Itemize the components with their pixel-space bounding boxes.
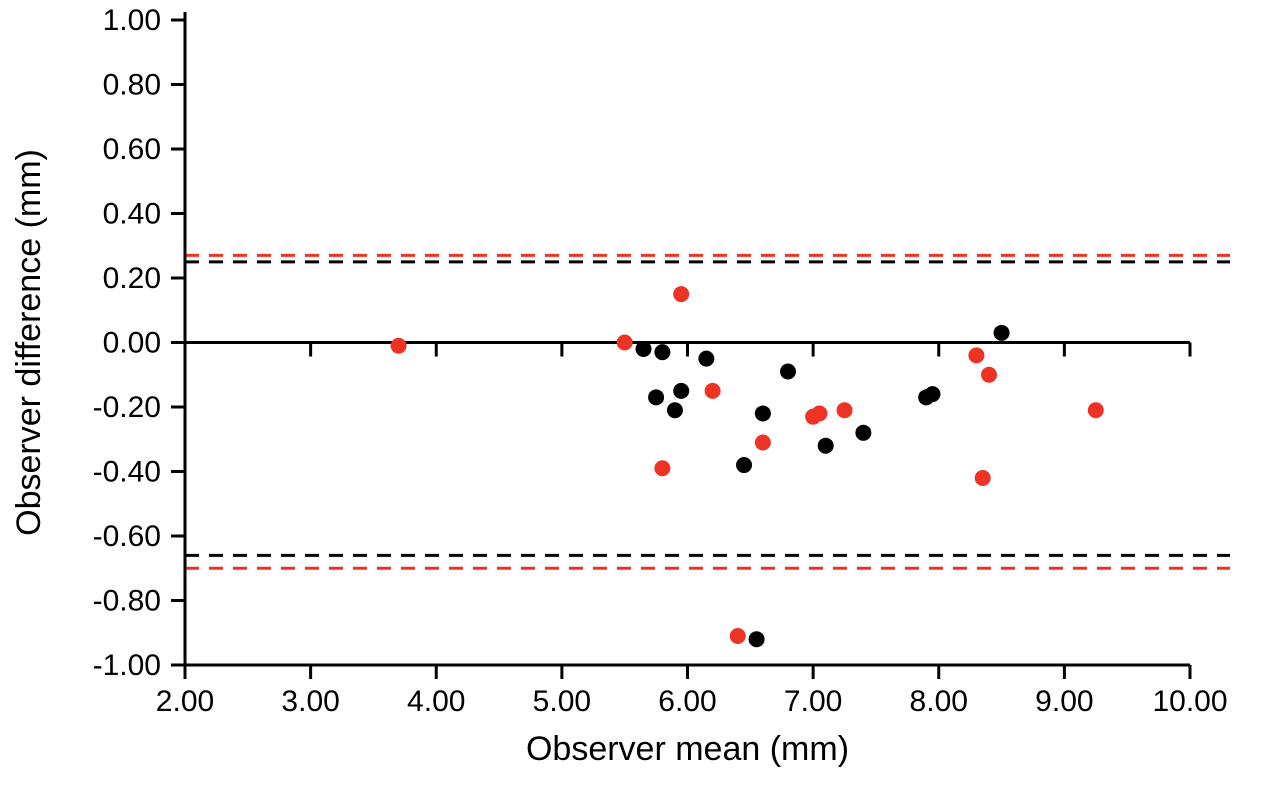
- x-tick-label: 3.00: [281, 685, 339, 718]
- data-point-black: [818, 438, 834, 454]
- x-axis-title: Observer mean (mm): [526, 730, 849, 768]
- x-tick-label: 2.00: [156, 685, 214, 718]
- data-point-black: [673, 383, 689, 399]
- y-tick-label: 0.00: [103, 327, 161, 360]
- data-point-red: [617, 335, 633, 351]
- data-point-red: [975, 470, 991, 486]
- data-point-red: [730, 628, 746, 644]
- data-point-black: [736, 457, 752, 473]
- data-point-black: [648, 389, 664, 405]
- data-point-red: [837, 402, 853, 418]
- y-tick-label: -0.60: [93, 520, 161, 553]
- y-tick-label: 0.20: [103, 262, 161, 295]
- data-point-black: [667, 402, 683, 418]
- y-axis-title: Observer difference (mm): [10, 149, 48, 536]
- data-point-black: [755, 405, 771, 421]
- bland-altman-chart: 2.00 3.00 4.00 5.00 6.00 7.00 8.00 9.00 10.00 -1.…: [0, 0, 1280, 807]
- x-tick-label: 6.00: [658, 685, 716, 718]
- y-tick-label: 0.80: [103, 69, 161, 102]
- data-point-black: [994, 325, 1010, 341]
- data-point-black: [855, 425, 871, 441]
- chart-svg: 2.00 3.00 4.00 5.00 6.00 7.00 8.00 9.00 10.00 -1.…: [0, 0, 1280, 807]
- data-point-red: [968, 347, 984, 363]
- y-tick-label: 0.40: [103, 198, 161, 231]
- data-point-black: [749, 631, 765, 647]
- y-tick-label: 1.00: [103, 4, 161, 37]
- data-point-red: [755, 434, 771, 450]
- x-tick-label: 7.00: [784, 685, 842, 718]
- data-point-black: [780, 364, 796, 380]
- y-tick-label: -0.80: [93, 585, 161, 618]
- data-point-black: [924, 386, 940, 402]
- data-point-red: [391, 338, 407, 354]
- data-point-red: [981, 367, 997, 383]
- data-point-red: [654, 460, 670, 476]
- data-point-black: [698, 351, 714, 367]
- x-tick-label: 4.00: [407, 685, 465, 718]
- data-point-black: [654, 344, 670, 360]
- data-point-red: [705, 383, 721, 399]
- x-tick-label: 5.00: [533, 685, 591, 718]
- y-tick-label: 0.60: [103, 133, 161, 166]
- x-tick-label: 8.00: [910, 685, 968, 718]
- data-point-red: [811, 405, 827, 421]
- data-point-red: [673, 286, 689, 302]
- y-tick-label: -0.40: [93, 456, 161, 489]
- y-tick-label: -1.00: [93, 649, 161, 682]
- x-tick-label: 9.00: [1035, 685, 1093, 718]
- data-point-red: [1088, 402, 1104, 418]
- data-point-black: [636, 341, 652, 357]
- y-tick-label: -0.20: [93, 391, 161, 424]
- x-tick-label: 10.00: [1152, 685, 1227, 718]
